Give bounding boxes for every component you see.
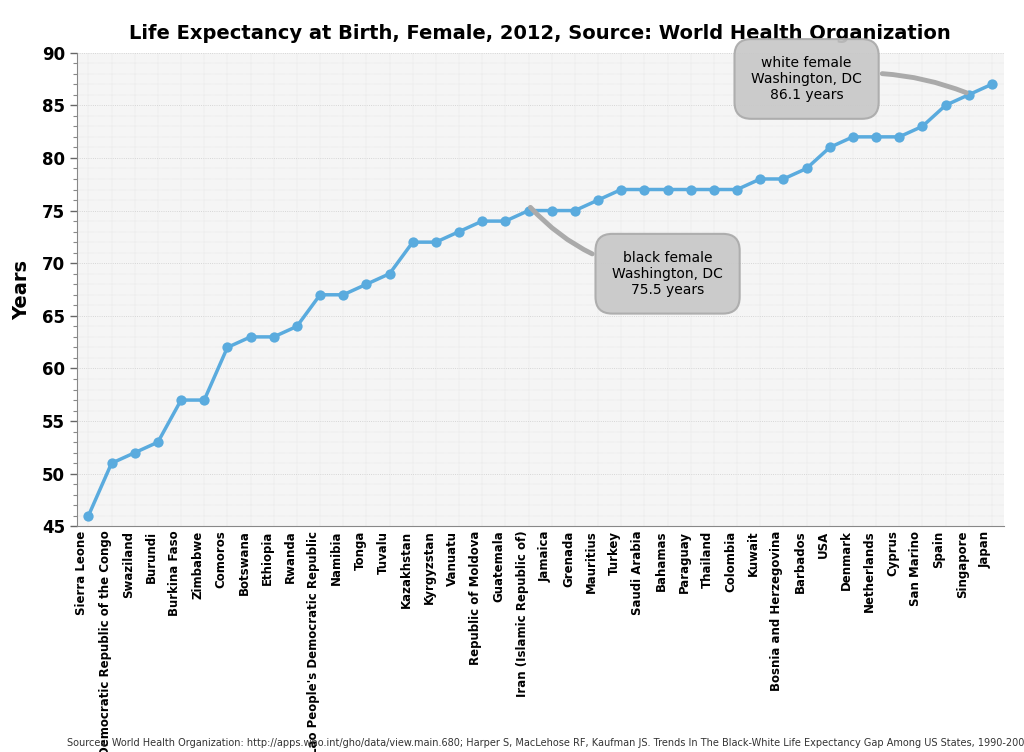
- Point: [613, 183, 630, 196]
- Point: [752, 173, 768, 185]
- Point: [706, 183, 722, 196]
- Point: [381, 268, 397, 280]
- Y-axis label: Years: Years: [11, 259, 31, 320]
- Title: Life Expectancy at Birth, Female, 2012, Source: World Health Organization: Life Expectancy at Birth, Female, 2012, …: [129, 24, 951, 43]
- Point: [914, 120, 931, 132]
- Point: [358, 278, 375, 290]
- Text: Sources: World Health Organization: http://apps.who.int/gho/data/view.main.680; : Sources: World Health Organization: http…: [67, 738, 1024, 748]
- Point: [891, 131, 907, 143]
- Point: [80, 510, 96, 522]
- Point: [845, 131, 861, 143]
- Text: black female
Washington, DC
75.5 years: black female Washington, DC 75.5 years: [530, 208, 723, 297]
- Point: [799, 162, 815, 174]
- Point: [196, 394, 212, 406]
- Point: [659, 183, 676, 196]
- Point: [219, 341, 236, 353]
- Point: [937, 99, 953, 111]
- Point: [868, 131, 885, 143]
- Point: [335, 289, 351, 301]
- Point: [520, 205, 537, 217]
- Point: [498, 215, 514, 227]
- Text: white female
Washington, DC
86.1 years: white female Washington, DC 86.1 years: [752, 56, 967, 102]
- Point: [265, 331, 282, 343]
- Point: [474, 215, 490, 227]
- Point: [775, 173, 792, 185]
- Point: [961, 89, 977, 101]
- Point: [103, 457, 120, 469]
- Point: [243, 331, 259, 343]
- Point: [127, 447, 143, 459]
- Point: [636, 183, 652, 196]
- Point: [821, 141, 838, 153]
- Point: [544, 205, 560, 217]
- Point: [984, 78, 1000, 90]
- Point: [729, 183, 745, 196]
- Point: [312, 289, 329, 301]
- Point: [683, 183, 699, 196]
- Point: [173, 394, 189, 406]
- Point: [566, 205, 583, 217]
- Point: [289, 320, 305, 332]
- Point: [150, 436, 166, 448]
- Point: [428, 236, 444, 248]
- Point: [590, 194, 606, 206]
- Point: [404, 236, 421, 248]
- Point: [451, 226, 467, 238]
